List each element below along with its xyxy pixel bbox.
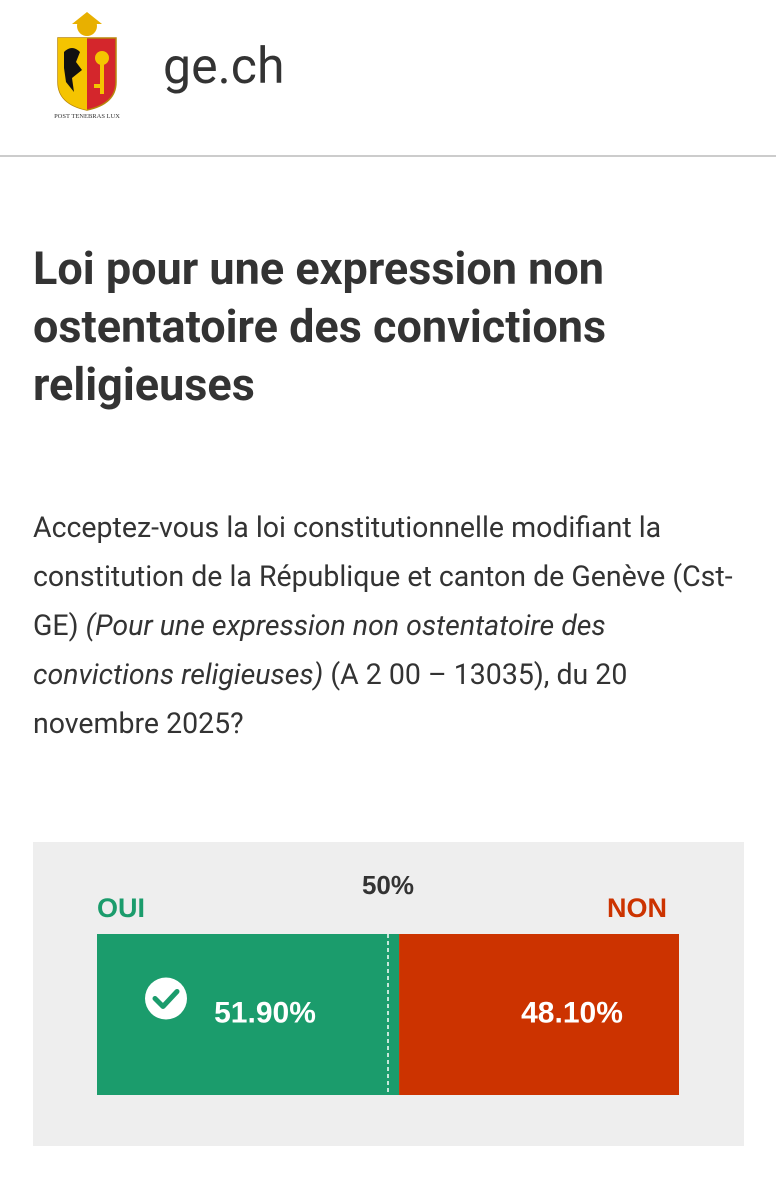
logo[interactable]: POST TENEBRAS LUX	[50, 12, 125, 122]
yes-bar	[97, 934, 400, 1095]
question-text: (A 2 00 – 13035), du 20 novembre 2025?	[33, 658, 628, 740]
sun	[72, 12, 102, 36]
title: Loi pour une expression non ostentatoire…	[33, 242, 607, 411]
no-bar	[399, 934, 679, 1095]
yes-label: OUI	[97, 893, 145, 923]
accepted-check	[152, 989, 180, 1009]
result-panel: 50% OUI NON 51.90% 48.10%	[33, 842, 744, 1146]
site-name[interactable]: ge.ch	[163, 38, 285, 96]
no-label: NON	[607, 893, 667, 923]
question-text: Acceptez-vous la loi constitutionnelle m…	[33, 511, 733, 642]
midpoint-label: 50%	[362, 870, 414, 900]
question: Acceptez-vous la loi constitutionnelle m…	[33, 503, 753, 748]
accepted-icon	[145, 977, 187, 1020]
no-value: 48.10%	[521, 996, 623, 1029]
question-italic: (Pour une expression non ostentatoire de…	[33, 609, 606, 691]
key	[94, 51, 109, 94]
header: POST TENEBRAS LUX ge.ch	[0, 0, 776, 157]
motto: POST TENEBRAS LUX	[54, 113, 120, 120]
yes-value: 51.90%	[214, 996, 316, 1029]
eagle	[64, 48, 82, 92]
